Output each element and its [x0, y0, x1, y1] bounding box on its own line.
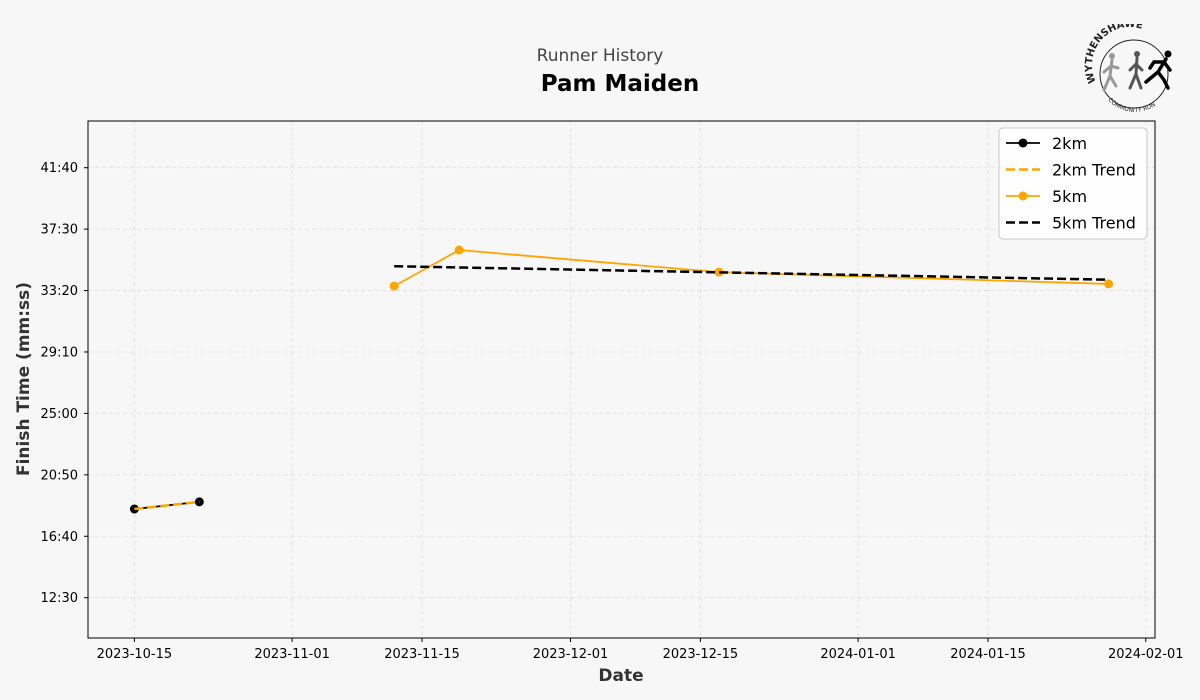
x-tick-label: 2023-12-15 [663, 647, 739, 662]
x-axis-label: Date [598, 666, 643, 686]
x-tick-label: 2023-12-01 [533, 647, 609, 662]
legend-label-2km-trend: 2km Trend [1052, 161, 1136, 180]
y-tick-label: 16:40 [41, 530, 78, 545]
grid-lines [88, 121, 1155, 638]
legend-box [998, 127, 1148, 240]
x-axis: 2023-10-15 2023-11-01 2023-11-15 2023-12-01… [97, 638, 1184, 662]
y-tick-label: 12:30 [41, 591, 78, 606]
legend-label-2km: 2km [1052, 134, 1087, 153]
y-axis: 12:30 16:40 20:50 25:00 29:10 33:20 37:30 41:40 [41, 161, 88, 606]
5km-point [1104, 279, 1114, 289]
y-axis-label: Finish Time (mm:ss) [14, 282, 34, 476]
community-run-logo: WYTHENSHAWE COMMUNITY RUN [1084, 24, 1172, 114]
runner-icon [1102, 53, 1120, 92]
plot-area [87, 120, 1156, 639]
legend-marker-2km [1018, 138, 1028, 148]
x-tick-label: 2024-01-15 [950, 647, 1026, 662]
chart-title: Pam Maiden [540, 71, 700, 97]
y-tick-label: 41:40 [41, 161, 78, 176]
y-tick-label: 37:30 [41, 223, 78, 238]
legend: 2km 2km Trend 5km 5km Trend [998, 127, 1148, 240]
series-layer [129, 245, 1114, 514]
y-tick-label: 29:10 [41, 345, 78, 360]
legend-label-5km-trend: 5km Trend [1052, 214, 1136, 233]
5km-trend-line [394, 264, 1109, 281]
x-tick-label: 2023-11-15 [384, 647, 460, 662]
y-tick-label: 25:00 [41, 407, 78, 422]
y-tick-label: 33:20 [41, 284, 78, 299]
2km-trend-line [134, 500, 200, 511]
x-tick-label: 2023-10-15 [97, 647, 173, 662]
legend-label-5km: 5km [1052, 187, 1087, 206]
x-tick-label: 2024-01-01 [820, 647, 896, 662]
5km-point [714, 267, 724, 277]
runner-icon [1144, 50, 1172, 90]
x-tick-label: 2023-11-01 [254, 647, 330, 662]
chart-subtitle: Runner History [536, 46, 664, 66]
x-tick-label: 2024-02-01 [1108, 647, 1184, 662]
5km-point [454, 245, 464, 255]
y-tick-label: 20:50 [41, 468, 78, 483]
runner-icon [1128, 51, 1144, 90]
5km-point [389, 281, 399, 291]
legend-marker-5km [1018, 191, 1028, 201]
